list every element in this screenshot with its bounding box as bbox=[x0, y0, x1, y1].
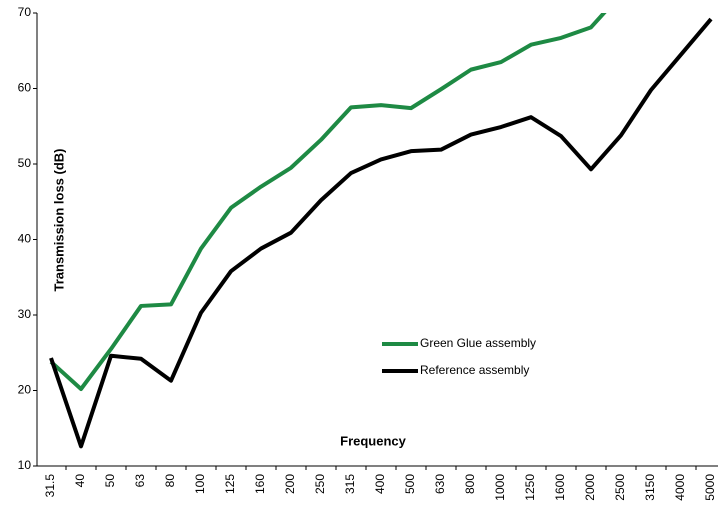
x-tick-label: 160 bbox=[253, 474, 267, 494]
x-tick-label: 31.5 bbox=[43, 474, 57, 498]
y-tick-label: 60 bbox=[18, 81, 32, 95]
x-tick-label: 100 bbox=[193, 474, 207, 494]
y-tick-label: 30 bbox=[18, 307, 32, 321]
x-tick-label: 5000 bbox=[703, 474, 717, 501]
x-tick-label: 500 bbox=[403, 474, 417, 494]
x-axis-title: Frequency bbox=[340, 433, 407, 448]
x-tick-label: 4000 bbox=[673, 474, 687, 501]
x-tick-label: 630 bbox=[433, 474, 447, 494]
x-tick-label: 40 bbox=[73, 474, 87, 488]
x-tick-label: 800 bbox=[463, 474, 477, 494]
x-tick-label: 1600 bbox=[553, 474, 567, 501]
y-tick-label: 10 bbox=[18, 458, 32, 472]
x-tick-label: 200 bbox=[283, 474, 297, 494]
x-tick-label: 125 bbox=[223, 474, 237, 494]
x-tick-label: 3150 bbox=[643, 474, 657, 501]
x-tick-label: 1250 bbox=[523, 474, 537, 501]
legend-label: Reference assembly bbox=[420, 363, 529, 377]
legend-label: Green Glue assembly bbox=[420, 336, 536, 350]
x-tick-label: 2000 bbox=[583, 474, 597, 501]
x-tick-label: 250 bbox=[313, 474, 327, 494]
x-tick-label: 400 bbox=[373, 474, 387, 494]
x-tick-label: 80 bbox=[163, 474, 177, 488]
x-tick-label: 2500 bbox=[613, 474, 627, 501]
y-axis-title: Transmission loss (dB) bbox=[51, 148, 66, 291]
y-tick-label: 40 bbox=[18, 232, 32, 246]
series-line bbox=[49, 17, 713, 449]
y-tick-label: 50 bbox=[18, 156, 32, 170]
x-tick-label: 63 bbox=[133, 474, 147, 488]
x-tick-label: 315 bbox=[343, 474, 357, 494]
x-tick-label: 1000 bbox=[493, 474, 507, 501]
y-tick-label: 20 bbox=[18, 383, 32, 397]
x-tick-label: 50 bbox=[103, 474, 117, 488]
y-tick-label: 70 bbox=[18, 5, 32, 19]
plot-area bbox=[49, 13, 713, 449]
series-line bbox=[49, 13, 607, 391]
